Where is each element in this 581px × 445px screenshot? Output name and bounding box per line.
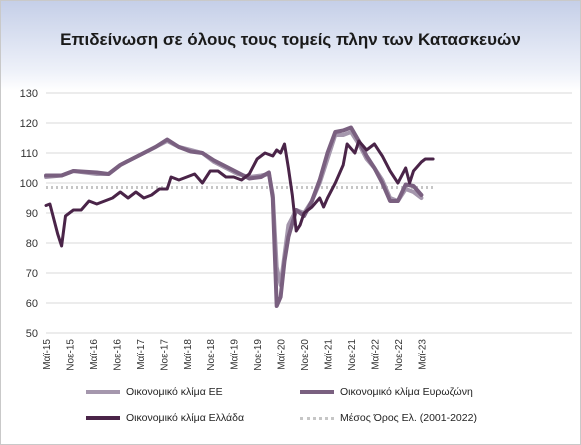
x-tick-label: Μαϊ-17 — [136, 339, 147, 370]
y-tick-label: 130 — [20, 88, 38, 100]
x-tick-label: Νοε-15 — [65, 339, 76, 371]
series-line-1 — [44, 125, 424, 308]
y-tick-label: 110 — [20, 148, 38, 160]
legend-label: Οικονομικό κλίμα Ελλάδα — [126, 412, 245, 424]
chart-title: Επιδείνωση σε όλους τους τομείς πλην των… — [60, 30, 521, 49]
legend-label: Οικονομικό κλίμα ΕΕ — [126, 386, 223, 398]
legend-swatch — [86, 416, 120, 420]
y-tick-label: 100 — [20, 178, 38, 190]
x-tick-label: Μαϊ-15 — [42, 339, 53, 370]
x-tick-label: Νοε-21 — [347, 339, 358, 371]
x-tick-label: Μαϊ-16 — [89, 339, 100, 370]
x-tick-label: Μαϊ-22 — [370, 339, 381, 370]
x-tick-label: Μαϊ-19 — [230, 339, 241, 370]
x-tick-label: Μαϊ-23 — [417, 339, 428, 370]
y-tick-label: 50 — [26, 328, 38, 340]
x-tick-label: Μαϊ-20 — [277, 339, 288, 370]
legend-swatch — [300, 390, 334, 394]
legend-label: Οικονομικό κλίμα Ευρωζώνη — [340, 386, 473, 398]
x-tick-label: Νοε-16 — [112, 339, 123, 371]
x-tick-label: Νοε-17 — [159, 339, 170, 371]
legend-item: Οικονομικό κλίμα Ελλάδα — [86, 412, 244, 424]
legend-item: Μέσος Όρος Ελ. (2001-2022) — [300, 412, 477, 424]
legend-label: Μέσος Όρος Ελ. (2001-2022) — [340, 412, 477, 424]
legend-item: Οικονομικό κλίμα ΕΕ — [86, 386, 223, 398]
series-line-2 — [44, 139, 435, 248]
x-tick-label: Μαϊ-18 — [183, 339, 194, 370]
x-tick-label: Μαϊ-21 — [324, 339, 335, 370]
legend-swatch — [300, 416, 334, 420]
y-tick-label: 60 — [26, 298, 38, 310]
legend-item: Οικονομικό κλίμα Ευρωζώνη — [300, 386, 473, 398]
x-tick-label: Νοε-19 — [253, 339, 264, 371]
y-tick-label: 80 — [26, 238, 38, 250]
y-tick-label: 70 — [26, 268, 38, 280]
y-tick-label: 120 — [20, 118, 38, 130]
legend-swatch — [86, 390, 120, 394]
x-tick-label: Νοε-20 — [300, 339, 311, 371]
y-tick-label: 90 — [26, 208, 38, 220]
x-tick-label: Νοε-18 — [206, 339, 217, 371]
x-tick-label: Νοε-22 — [394, 339, 405, 371]
